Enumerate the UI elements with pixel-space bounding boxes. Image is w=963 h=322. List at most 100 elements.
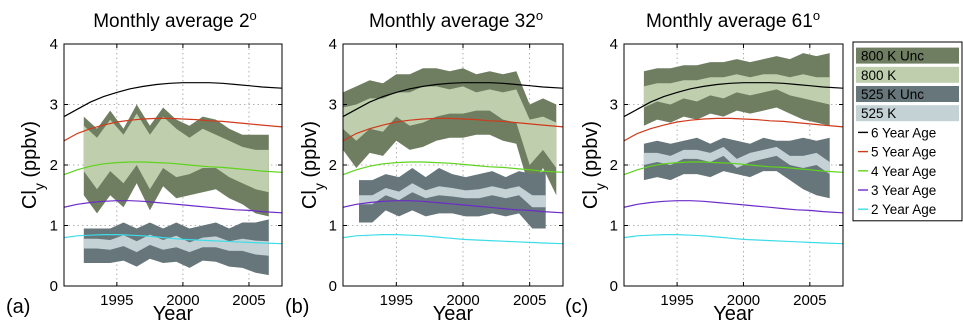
x-tick-label: 2000 [166, 292, 199, 309]
line-4-year-age [343, 161, 563, 176]
y-axis-label-unit: (ppbv) [580, 121, 602, 183]
band-800-k [643, 74, 830, 108]
y-tick-label: 1 [50, 218, 58, 235]
x-tick-label: 2005 [232, 292, 265, 309]
x-axis-label: Year [433, 303, 474, 322]
panel-title: Monthly average 2o [93, 8, 257, 33]
y-axis-label-main: Cl [580, 190, 602, 209]
panel-title-sup: o [250, 8, 257, 23]
x-tick-label: 1995 [660, 292, 693, 309]
panel-title-main: Monthly average 61 [646, 11, 813, 32]
y-axis-label-sub: y [31, 183, 47, 190]
y-axis-label-unit: (ppbv) [19, 121, 41, 183]
panel-title-main: Monthly average 32 [369, 11, 536, 32]
line-3-year-age [343, 200, 563, 214]
band-800-k [343, 86, 557, 168]
y-axis-label: Cly (ppbv) [19, 121, 47, 209]
x-tick-label: 2005 [513, 292, 546, 309]
line-6-year-age [624, 82, 843, 118]
panel-letter: (a) [6, 296, 30, 318]
legend-swatch [856, 86, 959, 102]
line-3-year-age [624, 200, 843, 214]
x-tick-label: 2000 [727, 292, 760, 309]
panel-title-sup: o [536, 8, 543, 23]
plot-content [343, 68, 563, 245]
legend-item-800-k-unc: 800 K Unc [856, 47, 959, 64]
x-tick-label: 2005 [793, 292, 826, 309]
y-tick-label: 2 [610, 157, 618, 174]
legend-label: 525 K Unc [861, 87, 924, 102]
line-5-year-age [64, 117, 282, 142]
y-tick-label: 0 [610, 278, 618, 295]
line-5-year-age [624, 117, 843, 142]
y-tick-label: 0 [329, 278, 337, 295]
y-axis-label-sub: y [311, 183, 327, 190]
y-tick-label: 2 [329, 157, 337, 174]
line-6-year-age [64, 82, 282, 118]
legend-item-525-k-unc: 525 K Unc [856, 86, 959, 102]
legend-label: 800 K [861, 68, 896, 83]
band-525-k [83, 234, 269, 256]
panel-title-sup: o [813, 8, 820, 23]
legend-label: 2 Year Age [871, 202, 936, 217]
y-tick-label: 4 [50, 36, 58, 53]
plot-content [624, 53, 843, 245]
band-525-k-unc [359, 168, 546, 229]
legend-item-5-year-age: 5 Year Age [858, 145, 936, 160]
legend-item-6-year-age: 6 Year Age [858, 125, 936, 140]
panel-b: 1995 2000 2005 0 1 2 3 4 Year Cly (ppbv) Monthly a… [285, 8, 564, 322]
panel-title-main: Monthly average 2 [93, 11, 249, 32]
x-tick-label: 2000 [446, 292, 479, 309]
legend-swatch [856, 105, 959, 122]
plot-content [64, 82, 282, 276]
legend-label: 4 Year Age [871, 164, 936, 179]
band-525-k [643, 146, 830, 175]
y-axis-label: Cly (ppbv) [580, 121, 608, 209]
x-axis-label: Year [153, 303, 194, 322]
panel-title: Monthly average 61o [646, 8, 820, 33]
band-800-k [83, 113, 269, 193]
panel-title: Monthly average 32o [369, 8, 543, 33]
legend-swatch [856, 66, 959, 83]
y-axis-label-sub: y [592, 183, 608, 190]
line-2-year-age [64, 234, 282, 245]
y-tick-label: 4 [610, 36, 618, 53]
line-4-year-age [624, 161, 843, 176]
y-axis-label-main: Cl [299, 190, 321, 209]
y-tick-label: 0 [50, 278, 58, 295]
legend-label: 800 K Unc [861, 49, 924, 64]
y-axis-label-unit: (ppbv) [299, 121, 321, 183]
legend: 800 K Unc 800 K 525 K Unc 525 K 6 Year Age 5 … [852, 41, 963, 222]
y-tick-label: 3 [610, 97, 618, 114]
x-tick-label: 1995 [100, 292, 133, 309]
legend-item-800-k: 800 K [856, 66, 959, 83]
legend-swatch [856, 47, 959, 64]
legend-label: 525 K [861, 106, 896, 121]
x-axis-label: Year [713, 303, 754, 322]
panel-letter: (c) [565, 296, 588, 318]
y-tick-label: 3 [329, 97, 337, 114]
line-4-year-age [64, 161, 282, 176]
legend-item-3-year-age: 3 Year Age [858, 183, 936, 198]
legend-item-2-year-age: 2 Year Age [858, 202, 936, 217]
x-tick-label: 1995 [380, 292, 413, 309]
line-2-year-age [624, 234, 843, 245]
panel-a: 1995 2000 2005 0 1 2 3 4 Year Cly (ppbv) Monthly a… [6, 8, 283, 322]
y-tick-label: 3 [50, 97, 58, 114]
legend-label: 3 Year Age [871, 183, 936, 198]
line-6-year-age [343, 82, 563, 118]
line-2-year-age [343, 234, 563, 245]
y-tick-label: 4 [329, 36, 337, 53]
panel-letter: (b) [285, 296, 309, 318]
line-3-year-age [64, 200, 282, 214]
legend-item-4-year-age: 4 Year Age [858, 164, 936, 179]
line-5-year-age [343, 117, 563, 142]
y-tick-label: 1 [610, 218, 618, 235]
band-525-k [359, 183, 546, 208]
panel-c: 1995 2000 2005 0 1 2 3 4 Year Cly (ppbv) Monthly a… [565, 8, 844, 322]
y-tick-label: 2 [50, 157, 58, 174]
y-axis-label-main: Cl [19, 190, 41, 209]
legend-item-525-k: 525 K [856, 105, 959, 122]
y-axis-label: Cly (ppbv) [299, 121, 327, 209]
legend-label: 5 Year Age [871, 145, 936, 160]
